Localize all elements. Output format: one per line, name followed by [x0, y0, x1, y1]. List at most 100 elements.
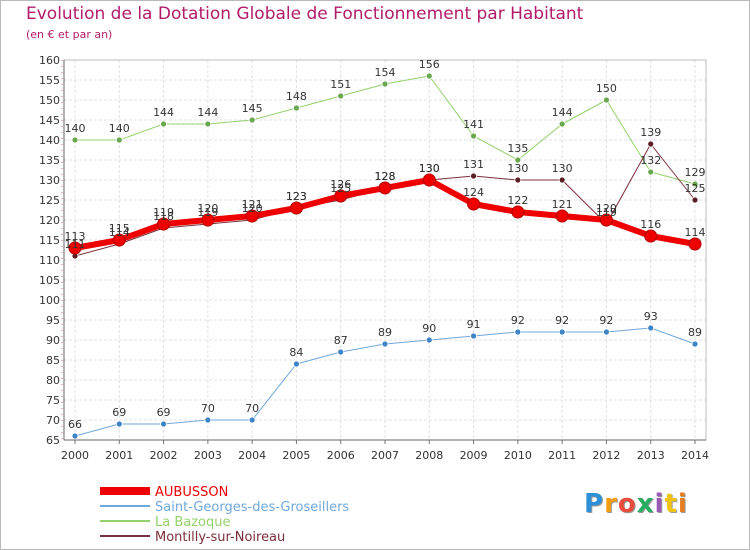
data-label-saint-georges-des-groseillers: 93: [644, 310, 658, 323]
data-point-la-bazoque: [647, 168, 655, 176]
data-label-aubusson: 114: [685, 226, 706, 239]
data-label-aubusson: 121: [552, 198, 573, 211]
data-point-saint-georges-des-groseillers: [558, 328, 566, 336]
data-point-aubusson: [334, 189, 348, 203]
data-point-la-bazoque: [381, 80, 389, 88]
y-tick-label: 150: [39, 94, 60, 107]
data-point-la-bazoque: [71, 136, 79, 144]
data-point-saint-georges-des-groseillers: [691, 340, 699, 348]
x-tick-label: 2003: [194, 449, 222, 462]
logo-letter: i: [677, 489, 688, 519]
data-label-montilly-sur-noireau: 139: [640, 126, 661, 139]
data-label-saint-georges-des-groseillers: 90: [422, 322, 436, 335]
y-tick-label: 65: [46, 434, 60, 447]
data-point-la-bazoque: [115, 136, 123, 144]
data-point-aubusson: [422, 173, 436, 187]
legend-label: Montilly-sur-Noireau: [155, 530, 285, 545]
y-tick-label: 160: [39, 54, 60, 67]
x-tick-label: 2013: [637, 449, 665, 462]
data-label-saint-georges-des-groseillers: 66: [68, 418, 82, 431]
data-point-la-bazoque: [160, 120, 167, 128]
data-point-montilly-sur-noireau: [470, 172, 477, 180]
data-label-aubusson: 119: [153, 206, 174, 219]
data-point-aubusson: [112, 233, 126, 247]
data-point-saint-georges-des-groseillers: [470, 332, 477, 340]
x-tick-label: 2006: [327, 449, 355, 462]
data-label-saint-georges-des-groseillers: 91: [467, 318, 481, 331]
data-label-montilly-sur-noireau: 114: [109, 226, 130, 239]
data-label-la-bazoque: 145: [242, 102, 263, 115]
logo-letter: o: [617, 489, 637, 519]
logo-letter: P: [584, 489, 605, 519]
data-point-aubusson: [289, 201, 303, 215]
legend-label: AUBUSSON: [155, 485, 228, 500]
axes: 65 70 75 80 85 90 95 100 105 110 115 120 125 130 135 14…: [39, 54, 709, 462]
data-label-saint-georges-des-groseillers: 87: [334, 334, 348, 347]
x-tick-label: 2010: [504, 449, 532, 462]
proxiti-logo: Proxiti: [584, 489, 688, 519]
data-point-aubusson: [467, 197, 481, 211]
data-point-la-bazoque: [425, 72, 433, 80]
data-label-montilly-sur-noireau: 131: [463, 158, 484, 171]
data-point-aubusson: [688, 237, 702, 251]
data-label-saint-georges-des-groseillers: 70: [201, 402, 215, 415]
data-label-la-bazoque: 141: [463, 118, 484, 131]
data-label-la-bazoque: 132: [640, 154, 661, 167]
x-tick-label: 2002: [150, 449, 178, 462]
data-label-saint-georges-des-groseillers: 69: [157, 406, 171, 419]
data-label-la-bazoque: 148: [286, 90, 307, 103]
x-tick-label: 2005: [282, 449, 310, 462]
data-label-montilly-sur-noireau: 123: [286, 190, 307, 203]
data-label-montilly-sur-noireau: 130: [552, 162, 573, 175]
data-label-montilly-sur-noireau: 119: [197, 206, 218, 219]
data-label-saint-georges-des-groseillers: 92: [511, 314, 525, 327]
data-label-montilly-sur-noireau: 125: [330, 182, 351, 195]
data-label-montilly-sur-noireau: 120: [242, 202, 263, 215]
data-label-aubusson: 122: [507, 194, 528, 207]
data-label-aubusson: 116: [640, 218, 661, 231]
y-tick-label: 110: [39, 254, 60, 267]
data-point-saint-georges-des-groseillers: [425, 336, 433, 344]
y-tick-label: 105: [39, 274, 60, 287]
data-point-aubusson: [201, 213, 215, 227]
chart-title: Evolution de la Dotation Globale de Fonc…: [26, 4, 584, 24]
legend: AUBUSSONSaint-Georges-des-GroseillersLa …: [100, 485, 349, 545]
data-label-saint-georges-des-groseillers: 70: [245, 402, 259, 415]
data-label-la-bazoque: 144: [153, 106, 174, 119]
data-point-saint-georges-des-groseillers: [293, 360, 300, 368]
data-point-saint-georges-des-groseillers: [647, 324, 655, 332]
data-labels: 66 69 69 70 70 84 87 89 90 91 92 92 92 93 89 140 140 144 1…: [65, 58, 706, 431]
data-label-montilly-sur-noireau: 111: [65, 238, 86, 251]
data-label-montilly-sur-noireau: 118: [153, 210, 174, 223]
y-tick-label: 115: [39, 234, 60, 247]
x-tick-label: 2007: [371, 449, 399, 462]
data-point-montilly-sur-noireau: [691, 196, 699, 204]
grid: [64, 59, 706, 441]
data-point-saint-georges-des-groseillers: [603, 328, 610, 336]
data-point-aubusson: [68, 241, 82, 255]
data-point-saint-georges-des-groseillers: [204, 416, 212, 424]
data-label-la-bazoque: 129: [685, 166, 706, 179]
logo-letter: i: [654, 489, 665, 519]
data-point-la-bazoque: [293, 104, 300, 112]
data-label-aubusson: 121: [242, 198, 263, 211]
data-point-aubusson: [644, 229, 658, 243]
y-tick-label: 80: [46, 374, 60, 387]
data-label-la-bazoque: 150: [596, 82, 617, 95]
series-layer: [68, 72, 702, 440]
data-label-la-bazoque: 144: [197, 106, 218, 119]
legend-label: Saint-Georges-des-Groseillers: [155, 500, 349, 515]
data-label-la-bazoque: 151: [330, 78, 351, 91]
data-point-la-bazoque: [337, 92, 345, 100]
data-label-la-bazoque: 140: [65, 122, 86, 135]
x-tick-label: 2012: [592, 449, 620, 462]
data-point-la-bazoque: [514, 156, 522, 164]
data-point-aubusson: [511, 205, 525, 219]
data-label-saint-georges-des-groseillers: 92: [599, 314, 613, 327]
data-point-aubusson: [599, 213, 613, 227]
data-label-la-bazoque: 135: [507, 142, 528, 155]
data-point-saint-georges-des-groseillers: [71, 432, 79, 440]
data-label-aubusson: 130: [419, 162, 440, 175]
data-label-saint-georges-des-groseillers: 69: [112, 406, 126, 419]
